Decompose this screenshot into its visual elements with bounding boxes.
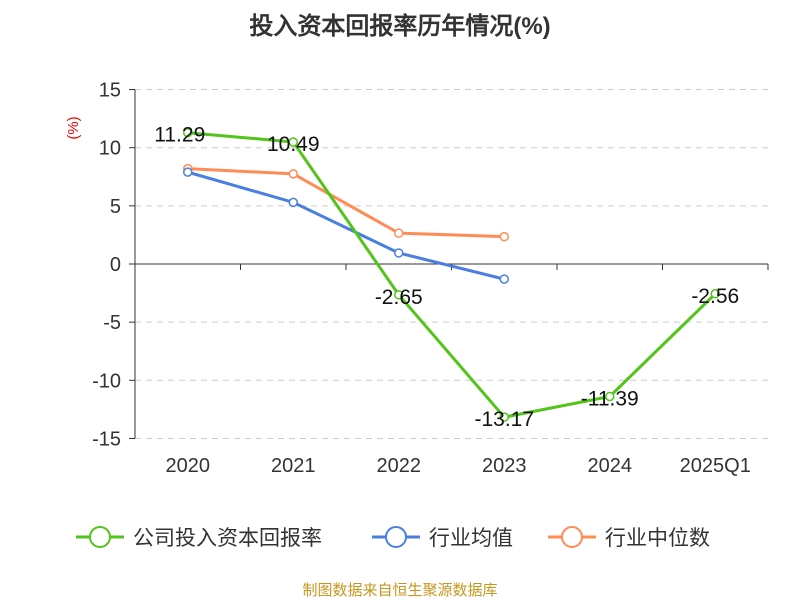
series-line-2 xyxy=(187,167,505,239)
data-label: -2.65 xyxy=(375,286,423,309)
data-point xyxy=(605,391,615,402)
data-point xyxy=(499,274,509,284)
series-line-0 xyxy=(187,131,717,419)
data-point xyxy=(288,197,298,208)
data-point xyxy=(499,412,509,422)
y-tick-label: 0 xyxy=(110,254,121,276)
y-tick-label: -15 xyxy=(92,428,121,450)
legend-label: 公司投入资本回报率 xyxy=(133,527,322,550)
y-tick-label: 15 xyxy=(99,80,121,102)
data-point xyxy=(288,137,298,147)
legend-label: 行业中位数 xyxy=(605,527,710,550)
data-label: 11.29 xyxy=(154,124,205,147)
data-label: -2.56 xyxy=(691,285,739,308)
y-tick-label: 10 xyxy=(99,138,121,160)
data-point xyxy=(710,289,720,299)
x-tick-label: 2025Q1 xyxy=(680,455,751,477)
data-label: -13.17 xyxy=(474,408,534,431)
data-point xyxy=(183,127,193,138)
series-line-1 xyxy=(187,170,505,281)
x-tick-label: 2023 xyxy=(482,455,527,477)
x-tick-label: 2020 xyxy=(166,455,211,477)
data-point xyxy=(183,167,193,177)
chart-title: 投入资本回报率历年情况(%) xyxy=(249,12,550,40)
x-tick-label: 2021 xyxy=(271,455,316,477)
data-label: -11.39 xyxy=(581,387,639,410)
legend-label: 行业均值 xyxy=(429,527,513,550)
y-tick-label: -5 xyxy=(103,312,121,334)
y-tick-label: -10 xyxy=(92,370,121,392)
y-tick-label: 5 xyxy=(110,196,121,218)
x-tick-label: 2024 xyxy=(588,455,633,477)
data-point xyxy=(394,228,404,238)
data-point xyxy=(288,169,298,179)
data-point xyxy=(499,231,509,242)
legend-swatch-marker xyxy=(385,526,407,548)
y-axis-label: (%) xyxy=(65,116,82,139)
x-tick-label: 2022 xyxy=(377,455,422,477)
legend-swatch-marker xyxy=(89,526,111,548)
legend-swatch-marker xyxy=(561,526,583,548)
data-label: 10.49 xyxy=(267,133,320,156)
data-point xyxy=(394,248,404,258)
data-point xyxy=(394,290,404,300)
source-note: 制图数据来自恒生聚源数据库 xyxy=(302,582,497,599)
